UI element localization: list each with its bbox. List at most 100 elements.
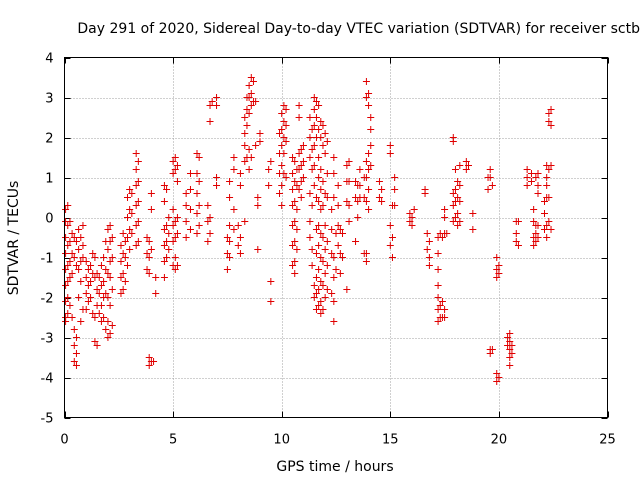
data-point [254, 202, 262, 209]
data-point [293, 182, 301, 189]
data-point [117, 274, 125, 281]
data-point [182, 234, 190, 241]
data-point [64, 310, 72, 317]
data-point [345, 218, 353, 225]
data-point [493, 266, 501, 273]
data-point [527, 178, 535, 185]
data-point [295, 102, 303, 109]
data-point [365, 206, 373, 213]
data-point [171, 266, 179, 273]
data-point [280, 118, 288, 125]
data-point [91, 314, 99, 321]
data-point [534, 190, 542, 197]
data-point [95, 310, 103, 317]
data-point [523, 182, 531, 189]
data-point [451, 214, 459, 221]
data-point [312, 114, 320, 121]
data-point [488, 182, 496, 189]
data-point [543, 174, 551, 181]
data-point [315, 174, 323, 181]
data-point [436, 302, 444, 309]
data-point [319, 202, 327, 209]
data-point [345, 158, 353, 165]
data-point [104, 246, 112, 253]
data-point [66, 302, 74, 309]
data-point [108, 286, 116, 293]
data-point [93, 342, 101, 349]
data-point [95, 290, 103, 297]
data-point [310, 162, 318, 169]
data-point [267, 158, 275, 165]
data-point [462, 158, 470, 165]
data-point [132, 222, 140, 229]
data-point [541, 226, 549, 233]
data-point [308, 146, 316, 153]
data-point [173, 230, 181, 237]
data-point [134, 238, 142, 245]
data-point [66, 274, 74, 281]
data-point [91, 338, 99, 345]
data-point [451, 166, 459, 173]
data-point [317, 186, 325, 193]
data-point [293, 246, 301, 253]
data-point [547, 122, 555, 129]
x-tick-label: 15 [382, 433, 399, 448]
data-point [64, 222, 72, 229]
data-point [343, 198, 351, 205]
data-point [106, 302, 114, 309]
data-point [119, 270, 127, 277]
data-point [391, 174, 399, 181]
data-point [256, 138, 264, 145]
data-point [345, 202, 353, 209]
data-point [321, 190, 329, 197]
data-point [438, 234, 446, 241]
data-point [365, 166, 373, 173]
data-point [334, 182, 342, 189]
data-point [451, 186, 459, 193]
data-point [132, 182, 140, 189]
data-point [308, 202, 316, 209]
data-point [100, 278, 108, 285]
data-point [104, 334, 112, 341]
data-point [126, 246, 134, 253]
data-point [145, 254, 153, 261]
data-point [508, 342, 516, 349]
data-point [70, 234, 78, 241]
data-point [289, 222, 297, 229]
data-point [68, 314, 76, 321]
data-point [249, 78, 257, 85]
data-point [547, 162, 555, 169]
data-point [165, 246, 173, 253]
data-point [362, 94, 370, 101]
data-point [317, 278, 325, 285]
data-point [438, 298, 446, 305]
data-point [306, 234, 314, 241]
data-point [456, 162, 464, 169]
data-point [315, 302, 323, 309]
data-point [362, 198, 370, 205]
data-point [171, 218, 179, 225]
data-point [330, 194, 338, 201]
data-point [169, 158, 177, 165]
data-point [245, 166, 253, 173]
data-point [310, 282, 318, 289]
data-point [163, 186, 171, 193]
data-point [278, 110, 286, 117]
data-point [84, 266, 92, 273]
data-point [282, 174, 290, 181]
data-point [132, 166, 140, 173]
data-point [289, 186, 297, 193]
data-point [97, 302, 105, 309]
data-point [252, 142, 260, 149]
data-point [62, 234, 70, 241]
data-point [308, 262, 316, 269]
data-point [330, 274, 338, 281]
data-point [523, 166, 531, 173]
y-tick-label: 2 [45, 132, 53, 147]
data-point [230, 154, 238, 161]
data-point [95, 274, 103, 281]
data-point [241, 114, 249, 121]
data-point [64, 294, 72, 301]
data-point [247, 154, 255, 161]
data-point [280, 134, 288, 141]
